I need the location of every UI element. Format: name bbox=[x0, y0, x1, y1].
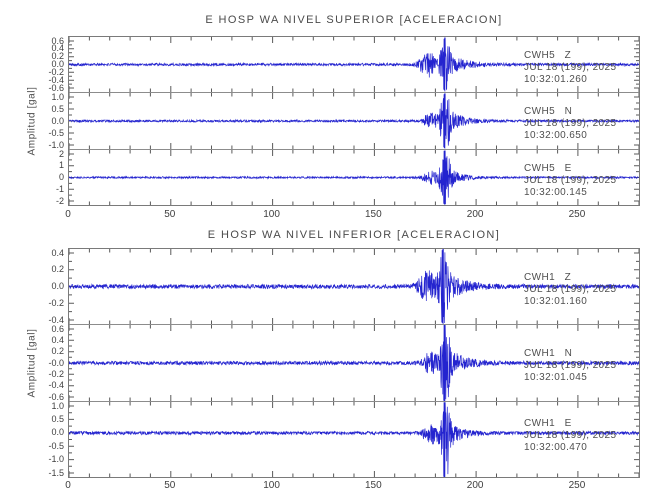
waveform-svg bbox=[69, 325, 639, 401]
y-tick-label: 0.4 bbox=[51, 247, 64, 258]
trace-annotation-date: JUL 18 (199), 2025 bbox=[524, 118, 617, 129]
y-tick-label: -0.0 bbox=[48, 357, 64, 368]
y-tick-label: -0.4 bbox=[48, 380, 64, 391]
axis-ticks bbox=[69, 150, 639, 205]
trace-annotation-station: CWH5 Z bbox=[524, 49, 572, 61]
trace-annotation-time: 10:32:00.470 bbox=[524, 441, 588, 453]
trace-annotation-station: CWH5 N bbox=[524, 106, 573, 117]
waveform-svg bbox=[69, 150, 639, 205]
trace-annotation-station: CWH1 N bbox=[524, 348, 573, 359]
trace-annotation-date: JUL 18 (199), 2025 bbox=[524, 360, 617, 371]
waveform-svg bbox=[69, 249, 639, 324]
waveform-path bbox=[69, 249, 639, 324]
y-tick-label: -1.0 bbox=[48, 454, 64, 465]
waveform-path bbox=[69, 37, 639, 92]
x-tick-label: 200 bbox=[466, 480, 484, 491]
y-tick-label: 0.5 bbox=[51, 413, 64, 424]
trace-row-cwh5-e: CWH5 E JUL 18 (199), 2025 10:32:00.145 bbox=[69, 149, 639, 205]
y-tick-label: 0.2 bbox=[51, 346, 64, 357]
waveform-path bbox=[69, 402, 639, 477]
x-tick-label: 150 bbox=[365, 480, 382, 491]
waveform-svg bbox=[69, 402, 639, 477]
plot-area: CWH5 Z JUL 18 (199), 2025 10:32:01.260 CWH5… bbox=[68, 36, 640, 206]
trace-annotation-date: JUL 18 (199), 2025 bbox=[524, 61, 617, 73]
trace-annotation-station: CWH1 Z bbox=[524, 271, 572, 283]
waveform-path bbox=[69, 150, 639, 205]
trace-annotation-station: CWH5 E bbox=[524, 162, 572, 174]
trace-annotation-date: JUL 18 (199), 2025 bbox=[524, 283, 617, 295]
trace-annotation-station: CWH1 E bbox=[524, 417, 572, 429]
y-tick-label: 0.0 bbox=[51, 427, 64, 438]
trace-row-cwh5-z: CWH5 Z JUL 18 (199), 2025 10:32:01.260 bbox=[69, 37, 639, 92]
y-tick-label: 0.4 bbox=[51, 334, 64, 345]
waveform-path bbox=[69, 93, 639, 149]
trace-row-cwh1-z: CWH1 Z JUL 18 (199), 2025 10:32:01.160 bbox=[69, 249, 639, 324]
y-tick-label: -0.4 bbox=[48, 314, 64, 325]
panel-title: E HOSP WA NIVEL SUPERIOR [ACELERACION] bbox=[205, 14, 503, 26]
trace-annotation-time: 10:32:00.650 bbox=[524, 130, 588, 141]
y-tick-label: -0.6 bbox=[48, 391, 64, 402]
trace-annotation-time: 10:32:01.045 bbox=[524, 372, 588, 383]
waveform-path bbox=[69, 325, 639, 401]
y-tick-label: -0.2 bbox=[48, 297, 64, 308]
trace-annotation-date: JUL 18 (199), 2025 bbox=[524, 429, 617, 441]
trace-annotation-time: 10:32:01.160 bbox=[524, 295, 588, 307]
panel-title: E HOSP WA NIVEL INFERIOR [ACELERACION] bbox=[207, 229, 501, 241]
x-tick-label: 100 bbox=[263, 480, 280, 491]
y-tick-label: 0.6 bbox=[51, 323, 64, 334]
y-tick-label: 0.0 bbox=[51, 281, 64, 291]
axis-ticks bbox=[69, 325, 639, 401]
trace-row-cwh1-n: CWH1 N JUL 18 (199), 2025 10:32:01.045 bbox=[69, 324, 639, 401]
plot-area: CWH1 Z JUL 18 (199), 2025 10:32:01.160 CWH1… bbox=[68, 248, 640, 478]
x-tick-label: 0 bbox=[65, 480, 71, 491]
trace-annotation-date: JUL 18 (199), 2025 bbox=[524, 174, 617, 186]
x-tick-label: 250 bbox=[568, 480, 586, 491]
trace-annotation-time: 10:32:00.145 bbox=[524, 186, 588, 198]
axis-ticks bbox=[69, 402, 639, 477]
y-axis-label: Amplitud [gal] bbox=[26, 328, 38, 398]
trace-annotation-time: 10:32:01.260 bbox=[524, 73, 588, 85]
y-tick-label: -0.5 bbox=[48, 440, 64, 451]
axis-ticks bbox=[69, 37, 639, 92]
trace-row-cwh1-e: CWH1 E JUL 18 (199), 2025 10:32:00.470 bbox=[69, 401, 639, 477]
waveform-svg bbox=[69, 93, 639, 149]
y-tick-label: 1.0 bbox=[51, 400, 64, 411]
x-tick-label: 50 bbox=[164, 480, 176, 491]
y-tick-label: 0.2 bbox=[51, 264, 64, 275]
trace-row-cwh5-n: CWH5 N JUL 18 (199), 2025 10:32:00.650 bbox=[69, 92, 639, 149]
y-tick-label: -1.5 bbox=[48, 467, 64, 478]
y-tick-label: -0.2 bbox=[48, 368, 64, 379]
waveform-svg bbox=[69, 37, 639, 92]
